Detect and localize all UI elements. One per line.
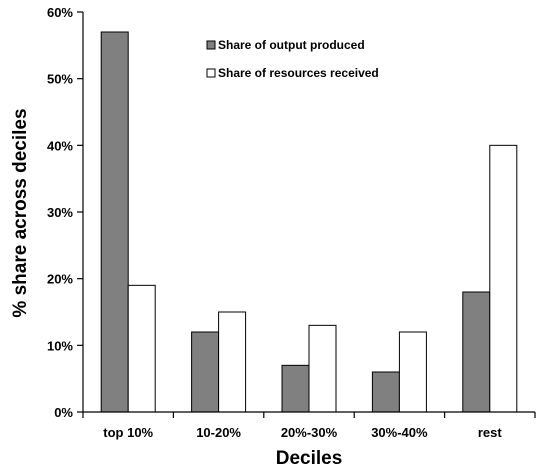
- y-tick-label-5: 50%: [47, 72, 73, 87]
- bar-resources-0: [127, 284, 156, 413]
- x-axis-title: Deciles: [276, 448, 343, 469]
- x-tick-label-2: 20%-30%: [281, 425, 338, 440]
- x-tick-label-3: 30%-40%: [371, 425, 428, 440]
- bar-resources-3: [398, 331, 427, 413]
- bar-resources-2: [308, 324, 337, 413]
- legend-label-0: Share of output produced: [218, 38, 365, 52]
- plot-area: 0% 10% 20% 30% 40% 50% 60% top 10% 10-20% 20%-30%…: [47, 5, 536, 440]
- y-tick-label-0: 0%: [54, 405, 73, 420]
- y-tick-label-6: 60%: [47, 5, 73, 20]
- y-tick-label-4: 40%: [47, 138, 73, 153]
- legend-label-1: Share of resources received: [218, 66, 379, 80]
- x-tick-label-0: top 10%: [103, 425, 153, 440]
- bar-output-0: [100, 31, 129, 413]
- bar-output-1: [191, 331, 220, 413]
- bar-resources-1: [218, 311, 247, 413]
- bar-output-3: [371, 371, 400, 413]
- bar-resources-4: [489, 144, 518, 413]
- x-tick-label-1: 10-20%: [196, 425, 241, 440]
- bar-output-2: [281, 364, 310, 413]
- legend: Share of output produced Share of resourc…: [206, 38, 379, 80]
- legend-swatch-0: [206, 40, 216, 50]
- bar-output-4: [462, 291, 491, 413]
- y-tick-label-3: 30%: [47, 205, 73, 220]
- y-axis-title-group: % share across deciles: [10, 108, 31, 317]
- legend-swatch-1: [206, 68, 216, 78]
- y-tick-label-2: 20%: [47, 272, 73, 287]
- y-tick-label-1: 10%: [47, 338, 73, 353]
- y-axis-title: % share across deciles: [10, 108, 31, 317]
- x-tick-label-4: rest: [478, 425, 503, 440]
